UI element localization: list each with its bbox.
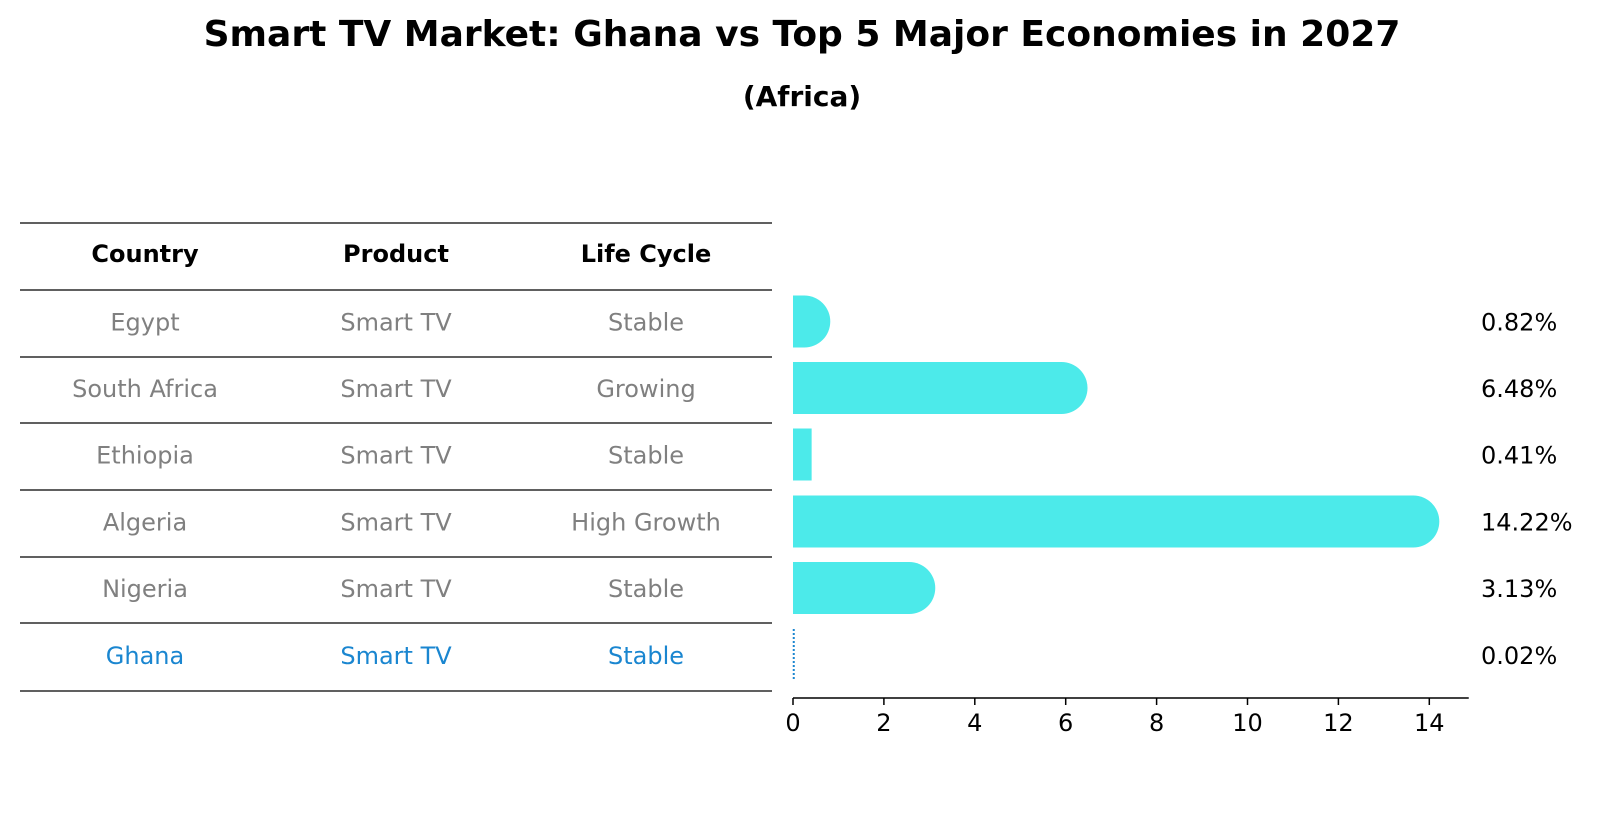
- x-tick-label: 12: [1323, 709, 1354, 737]
- bar-south-africa: [793, 362, 1088, 414]
- x-tick-label: 8: [1149, 709, 1164, 737]
- table-cell-product: Smart TV: [340, 509, 452, 537]
- bar-value-label: 14.22%: [1481, 509, 1573, 537]
- table-cell-country: Nigeria: [102, 575, 188, 603]
- x-tick-label: 6: [1058, 709, 1073, 737]
- x-tick-label: 0: [785, 709, 800, 737]
- chart-subtitle: (Africa): [742, 80, 862, 113]
- table-cell-country: Egypt: [110, 309, 179, 337]
- table-cell-product: Smart TV: [340, 642, 452, 670]
- table-cell-product: Smart TV: [340, 575, 452, 603]
- chart-title: Smart TV Market: Ghana vs Top 5 Major Ec…: [203, 14, 1401, 55]
- x-tick-label: 2: [876, 709, 891, 737]
- x-tick-label: 14: [1414, 709, 1445, 737]
- bar-value-label: 0.41%: [1481, 442, 1557, 470]
- table-cell-country: South Africa: [72, 375, 218, 403]
- table-cell-product: Smart TV: [340, 442, 452, 470]
- bar-ethiopia: [793, 428, 812, 481]
- table-cell-country: Algeria: [103, 509, 187, 537]
- table-cell-life-cycle: High Growth: [571, 509, 721, 537]
- table-header-product: Product: [343, 240, 449, 268]
- table-cell-life-cycle: Stable: [608, 575, 684, 603]
- bar-value-label: 0.02%: [1481, 642, 1557, 670]
- bar-nigeria: [793, 562, 936, 614]
- table-cell-country: Ethiopia: [96, 442, 194, 470]
- table-cell-life-cycle: Growing: [596, 375, 695, 403]
- table-header-country: Country: [91, 240, 199, 268]
- x-tick-label: 4: [967, 709, 982, 737]
- bar-egypt: [793, 295, 831, 348]
- bar-value-label: 6.48%: [1481, 375, 1557, 403]
- bar-value-label: 0.82%: [1481, 309, 1557, 337]
- table-cell-product: Smart TV: [340, 375, 452, 403]
- table-cell-country: Ghana: [106, 642, 184, 670]
- table-header-life-cycle: Life Cycle: [581, 240, 712, 268]
- table-cell-life-cycle: Stable: [608, 442, 684, 470]
- table-cell-product: Smart TV: [340, 309, 452, 337]
- x-tick-label: 10: [1232, 709, 1263, 737]
- bar-algeria: [793, 495, 1440, 548]
- table-cell-life-cycle: Stable: [608, 642, 684, 670]
- table-cell-life-cycle: Stable: [608, 309, 684, 337]
- bar-value-label: 3.13%: [1481, 575, 1557, 603]
